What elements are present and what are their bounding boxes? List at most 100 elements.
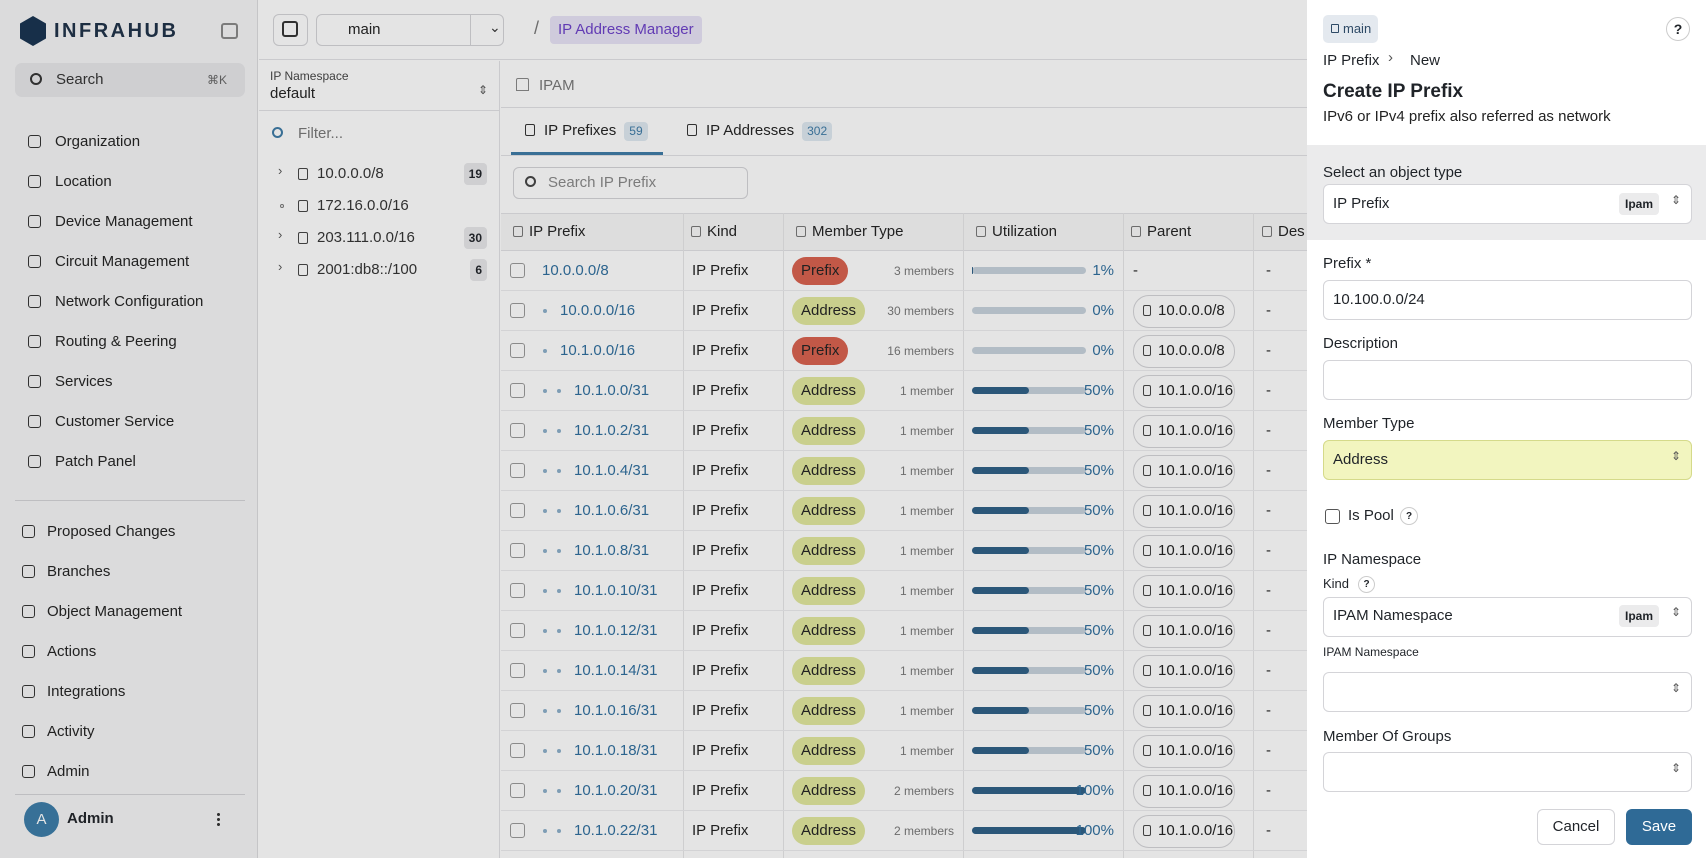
cancel-button[interactable]: Cancel	[1537, 809, 1615, 845]
prefix-link[interactable]: 10.1.0.12/31	[574, 622, 658, 639]
icon	[557, 429, 561, 433]
tree-item[interactable]: 10.0.0.0/8	[317, 165, 384, 182]
calendar-button[interactable]	[273, 14, 308, 46]
table-row[interactable]	[501, 411, 1307, 451]
utilization-track	[972, 547, 1086, 554]
tree-item[interactable]: 203.111.0.0/16	[317, 229, 415, 246]
user-name: Admin	[67, 810, 114, 827]
parent-pill[interactable]	[1133, 375, 1235, 408]
icon	[516, 78, 529, 91]
table-row[interactable]	[501, 691, 1307, 731]
prefix-link[interactable]: 10.1.0.0/31	[574, 382, 650, 399]
column-header[interactable]: IP Prefix	[529, 223, 586, 240]
parent-pill[interactable]	[1133, 655, 1235, 688]
members: 1 member	[899, 664, 954, 678]
input[interactable]	[1323, 280, 1692, 320]
nav-item[interactable]: Patch Panel	[55, 453, 136, 470]
parent-pill[interactable]	[1133, 295, 1235, 328]
prefix-link[interactable]: 10.1.0.16/31	[574, 702, 658, 719]
icon	[510, 383, 525, 398]
column-header[interactable]: Des	[1278, 223, 1305, 240]
tree-item[interactable]: 172.16.0.0/16	[317, 197, 409, 214]
parent-pill[interactable]	[1133, 535, 1235, 568]
tree-item[interactable]: 2001:db8::/100	[317, 261, 418, 278]
namespace-value[interactable]: default	[270, 85, 316, 102]
column-header[interactable]: Kind	[707, 223, 738, 240]
prefix-link[interactable]: 10.1.0.18/31	[574, 742, 658, 759]
column-header[interactable]: Parent	[1147, 223, 1192, 240]
parent-pill[interactable]	[1133, 615, 1235, 648]
nav-item[interactable]: Device Management	[55, 213, 193, 230]
tab[interactable]: IP Addresses	[706, 122, 795, 139]
tab[interactable]: IP Prefixes	[544, 122, 617, 139]
nav-item[interactable]: Activity	[47, 723, 95, 740]
prefix-link[interactable]: 10.1.0.2/31	[574, 422, 650, 439]
branch-select[interactable]	[316, 14, 504, 46]
table-row[interactable]	[501, 331, 1307, 371]
nav-item[interactable]: Customer Service	[55, 413, 175, 430]
parent-pill[interactable]	[1133, 575, 1235, 608]
input[interactable]	[1323, 440, 1692, 480]
prefix-link[interactable]: 10.1.0.4/31	[574, 462, 650, 479]
parent-pill[interactable]	[1133, 775, 1235, 808]
utilization-bar	[972, 587, 1029, 594]
nav-item[interactable]: Location	[55, 173, 112, 190]
table-row[interactable]	[501, 771, 1307, 811]
prefix-link[interactable]: 10.1.0.20/31	[574, 782, 658, 799]
parent-pill[interactable]	[1133, 695, 1235, 728]
parent-pill[interactable]	[1133, 495, 1235, 528]
icon	[543, 389, 547, 393]
nav-item[interactable]: Object Management	[47, 603, 183, 620]
prefix-link[interactable]: 10.0.0.0/8	[542, 262, 609, 279]
checkbox[interactable]	[1325, 509, 1340, 524]
utilization-label: 50%	[1083, 702, 1114, 719]
prefix-link[interactable]: 10.1.0.8/31	[574, 542, 650, 559]
prefix-link[interactable]: 10.1.0.0/16	[560, 342, 636, 359]
input[interactable]	[1323, 360, 1692, 400]
table-row[interactable]	[501, 651, 1307, 691]
save-button[interactable]: Save	[1626, 809, 1692, 845]
table-row[interactable]	[501, 531, 1307, 571]
prefix-link[interactable]: 10.0.0.0/16	[560, 302, 636, 319]
parent-pill[interactable]	[1133, 735, 1235, 768]
prefix-link[interactable]: 10.1.0.22/31	[574, 822, 658, 839]
parent-pill[interactable]	[1133, 415, 1235, 448]
nav-item[interactable]: Admin	[47, 763, 90, 780]
table-row[interactable]	[501, 451, 1307, 491]
search-input[interactable]	[513, 167, 748, 199]
nav-item[interactable]: Network Configuration	[55, 293, 204, 310]
nav-item[interactable]: Actions	[47, 643, 97, 660]
icon	[510, 303, 525, 318]
table-row[interactable]	[501, 371, 1307, 411]
table-row[interactable]	[501, 571, 1307, 611]
table-row[interactable]	[501, 491, 1307, 531]
nav-item[interactable]: Integrations	[47, 683, 126, 700]
modal-overlay[interactable]	[0, 0, 1307, 858]
search-box[interactable]	[15, 63, 245, 97]
prefix-link[interactable]: 10.1.0.14/31	[574, 662, 658, 679]
table-row[interactable]	[501, 251, 1307, 291]
table-row[interactable]	[501, 291, 1307, 331]
parent-pill[interactable]	[1133, 455, 1235, 488]
prefix-link[interactable]: 10.1.0.6/31	[574, 502, 650, 519]
prefix-link[interactable]: 10.1.0.10/31	[574, 582, 658, 599]
input[interactable]	[1323, 672, 1692, 712]
help-button[interactable]: ?	[1666, 17, 1690, 41]
nav-item[interactable]: Proposed Changes	[47, 523, 176, 540]
column-header[interactable]: Utilization	[992, 223, 1058, 240]
nav-item[interactable]: Circuit Management	[55, 253, 190, 270]
column-header[interactable]: Member Type	[812, 223, 904, 240]
filter-input[interactable]: Filter...	[298, 125, 344, 142]
table-row[interactable]	[501, 731, 1307, 771]
parent-pill[interactable]	[1133, 815, 1235, 848]
breadcrumb[interactable]: IP Address Manager	[550, 16, 702, 44]
parent-pill[interactable]	[1133, 335, 1235, 368]
nav-item[interactable]: Services	[55, 373, 113, 390]
input[interactable]	[1323, 752, 1692, 792]
table-row[interactable]	[501, 811, 1307, 851]
icon	[1143, 545, 1151, 556]
table-row[interactable]	[501, 611, 1307, 651]
nav-item[interactable]: Organization	[55, 133, 141, 150]
nav-item[interactable]: Branches	[47, 563, 111, 580]
nav-item[interactable]: Routing & Peering	[55, 333, 177, 350]
